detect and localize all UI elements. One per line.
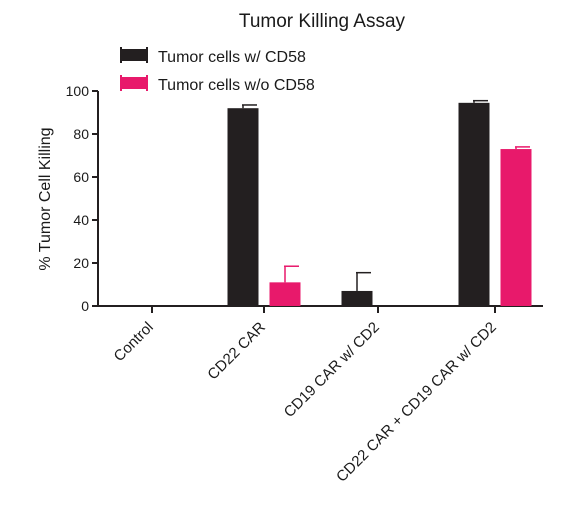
axes: 0 20 40 60 80 100 [66, 83, 543, 314]
bar [341, 290, 373, 306]
legend-label: Tumor cells w/ CD58 [158, 49, 306, 66]
x-tick-label: CD22 CAR [204, 319, 269, 384]
bar [458, 102, 490, 306]
y-tick-label: 20 [73, 255, 89, 271]
legend: Tumor cells w/ CD58 Tumor cells w/o CD58 [120, 47, 315, 94]
legend-label: Tumor cells w/o CD58 [158, 77, 315, 94]
y-tick-label: 80 [73, 126, 89, 142]
legend-swatch [121, 49, 147, 61]
chart-title: Tumor Killing Assay [239, 11, 406, 32]
bar [269, 282, 301, 306]
bar [500, 149, 532, 306]
y-axis-label: % Tumor Cell Killing [37, 127, 54, 270]
y-tick-label: 60 [73, 169, 89, 185]
y-tick-label: 100 [66, 83, 90, 99]
x-tick-label: CD19 CAR w/ CD2 [281, 319, 383, 421]
bars [227, 99, 532, 306]
y-tick-label: 40 [73, 212, 89, 228]
bar [227, 108, 259, 306]
x-tick-label: Control [111, 319, 157, 365]
y-tick-label: 0 [81, 298, 89, 314]
legend-swatch [121, 77, 147, 89]
